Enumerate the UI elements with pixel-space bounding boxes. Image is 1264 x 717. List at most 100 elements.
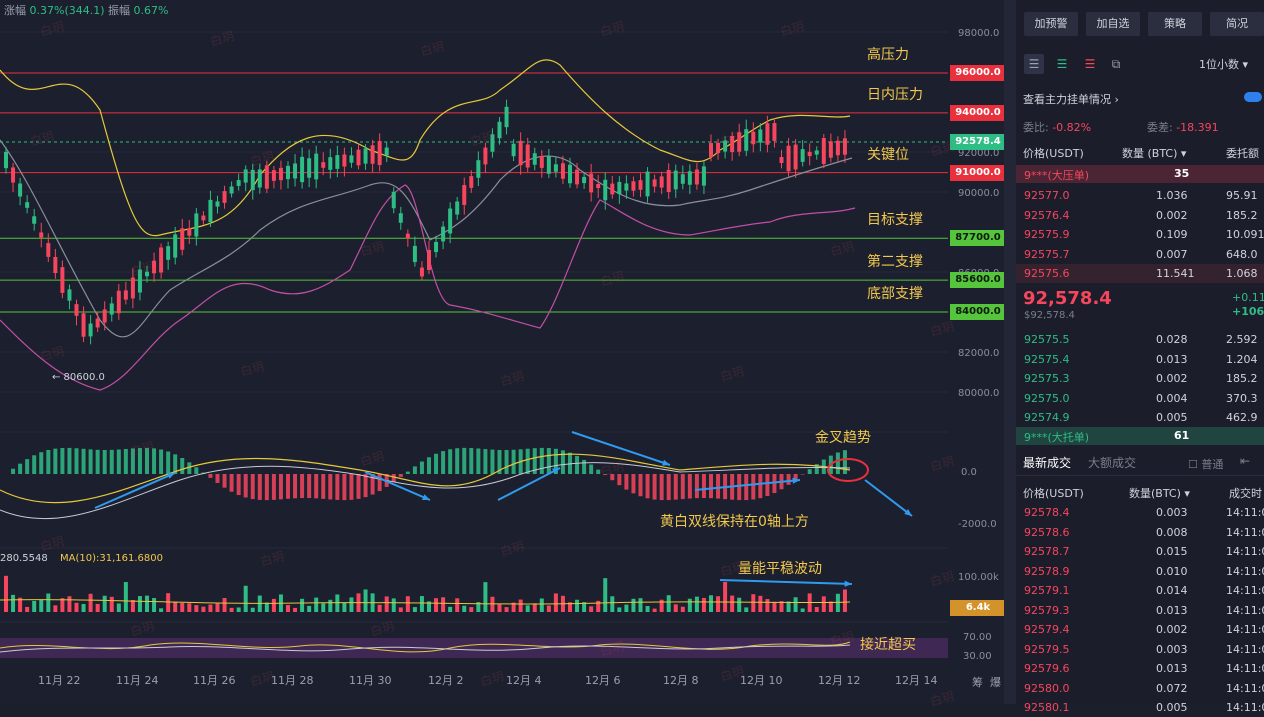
panel-divider[interactable] bbox=[1004, 0, 1016, 704]
macd-bar bbox=[532, 448, 537, 474]
expand-icon[interactable]: ⧉ bbox=[1111, 57, 1121, 71]
trade-row-qty: 0.010 bbox=[1156, 564, 1188, 578]
decimal-select[interactable]: 1位小数 ▾ bbox=[1198, 58, 1248, 71]
macd-bar bbox=[448, 449, 453, 474]
trade-row[interactable]: 92580.1 0.005 14:11:0 bbox=[1016, 698, 1264, 717]
ask-row[interactable]: 92575.7 0.007 648.0 bbox=[1016, 245, 1264, 264]
bid-row-total: 370.3 bbox=[1226, 391, 1258, 405]
volume-bar bbox=[532, 603, 537, 612]
candle-body bbox=[293, 163, 298, 179]
level-price-tag: 96000.0 bbox=[950, 65, 1006, 81]
rsi-band bbox=[0, 638, 948, 658]
ask-row[interactable]: 92575.6 11.541 1.068 bbox=[1016, 264, 1264, 283]
macd-bar bbox=[596, 469, 601, 474]
trade-row[interactable]: 92579.5 0.003 14:11:0 bbox=[1016, 640, 1264, 659]
macd-bar bbox=[159, 449, 164, 474]
header-qty[interactable]: 数量 (BTC) ▾ bbox=[1122, 147, 1187, 160]
candle-body bbox=[194, 213, 199, 237]
bid-row[interactable]: 92575.5 0.028 2.592 bbox=[1016, 330, 1264, 349]
volume-bar bbox=[4, 575, 8, 612]
trade-row[interactable]: 92580.0 0.072 14:11:0 bbox=[1016, 679, 1264, 698]
candle-body bbox=[687, 171, 692, 185]
strategy-button[interactable]: 策略 bbox=[1148, 12, 1202, 36]
volume-bar bbox=[208, 604, 213, 612]
chart-canvas[interactable]: 98000.092000.090000.086000.082000.080000… bbox=[0, 0, 1008, 704]
bids-only-icon[interactable]: ☰ bbox=[1056, 57, 1068, 71]
trades-header-qty[interactable]: 数量(BTC) ▾ bbox=[1129, 487, 1190, 500]
current-price-tag: 92578.4 bbox=[950, 134, 1006, 150]
volume-bar bbox=[617, 607, 622, 612]
trade-row[interactable]: 92579.3 0.013 14:11:0 bbox=[1016, 601, 1264, 620]
volume-bar bbox=[25, 606, 30, 612]
candle-body bbox=[525, 144, 530, 168]
ask-row[interactable]: 92575.9 0.109 10.091 bbox=[1016, 225, 1264, 244]
trade-row[interactable]: 92578.4 0.003 14:11:0 bbox=[1016, 503, 1264, 522]
view-main-orders[interactable]: 查看主力挂单情况 › bbox=[1023, 93, 1119, 106]
chart-area[interactable]: 98000.092000.090000.086000.082000.080000… bbox=[0, 0, 1008, 709]
trade-row[interactable]: 92578.6 0.008 14:11:0 bbox=[1016, 523, 1264, 542]
volume-bar bbox=[250, 607, 255, 612]
trade-row-time: 14:11:0 bbox=[1226, 642, 1264, 656]
candle-body bbox=[81, 313, 86, 337]
top-stats: 涨幅 0.37%(344.1) 振幅 0.67% bbox=[4, 2, 168, 18]
filter-icon[interactable]: ⇤ bbox=[1240, 454, 1251, 468]
macd-bar bbox=[25, 459, 30, 474]
trade-row-time: 14:11:0 bbox=[1226, 525, 1264, 539]
both-sides-icon[interactable]: ☰ bbox=[1024, 54, 1044, 74]
bid-row[interactable]: 92575.4 0.013 1.204 bbox=[1016, 350, 1264, 369]
add-favorite-button[interactable]: 加自选 bbox=[1086, 12, 1140, 36]
tab-large-trades[interactable]: 大额成交 bbox=[1088, 456, 1137, 470]
main-orders-toggle[interactable] bbox=[1244, 92, 1262, 102]
annotation-arrow bbox=[864, 479, 913, 517]
macd-bar bbox=[680, 474, 685, 500]
trade-tabs: 最新成交 大额成交 ☐ 普通 ⇤ bbox=[1016, 448, 1264, 476]
liquidation-label[interactable]: 爆 bbox=[990, 676, 1001, 689]
annot-golden-cross: 金叉趋势 bbox=[815, 430, 871, 446]
candle-body bbox=[434, 241, 439, 253]
macd-bar bbox=[673, 474, 678, 500]
chip-label[interactable]: 筹 bbox=[972, 676, 983, 689]
diff-row: 委差: -18.391 bbox=[1147, 121, 1219, 134]
volume-bar bbox=[130, 600, 135, 612]
candle-body bbox=[469, 176, 474, 188]
candle-body bbox=[659, 176, 664, 188]
volume-prefix: 280.5548 bbox=[0, 553, 48, 564]
candle-body bbox=[532, 153, 537, 165]
trade-row[interactable]: 92579.1 0.014 14:11:0 bbox=[1016, 581, 1264, 600]
volume-bar bbox=[568, 602, 572, 612]
volume-bar bbox=[462, 605, 467, 612]
trade-row-qty: 0.072 bbox=[1156, 681, 1188, 695]
macd-bar bbox=[490, 449, 495, 474]
trade-row[interactable]: 92578.7 0.015 14:11:0 bbox=[1016, 542, 1264, 561]
candle-body bbox=[278, 167, 283, 181]
macd-bar bbox=[737, 474, 742, 501]
overview-button[interactable]: 简况 bbox=[1210, 12, 1264, 36]
date-label: 11月 24 bbox=[116, 674, 159, 687]
asks-only-icon[interactable]: ☰ bbox=[1084, 57, 1096, 71]
bid-row[interactable]: 92575.3 0.002 185.2 bbox=[1016, 369, 1264, 388]
bid-row[interactable]: 92574.9 0.005 462.9 bbox=[1016, 408, 1264, 427]
trade-row-qty: 0.015 bbox=[1156, 545, 1188, 558]
volume-bar bbox=[596, 600, 601, 612]
trade-row[interactable]: 92579.6 0.013 14:11:0 bbox=[1016, 659, 1264, 678]
macd-bar bbox=[560, 450, 565, 474]
diff-label: 委差 bbox=[1147, 121, 1169, 134]
macd-bar bbox=[842, 450, 847, 474]
volume-bar bbox=[152, 598, 157, 612]
add-alert-button[interactable]: 加预警 bbox=[1024, 12, 1078, 36]
volume-bar bbox=[11, 594, 16, 612]
candle-body bbox=[4, 151, 8, 169]
trade-row[interactable]: 92578.9 0.010 14:11:0 bbox=[1016, 562, 1264, 581]
macd-bar bbox=[511, 449, 516, 474]
tab-latest-trades[interactable]: 最新成交 bbox=[1023, 456, 1072, 470]
bid-row[interactable]: 92575.0 0.004 370.3 bbox=[1016, 389, 1264, 408]
ask-row[interactable]: 92576.4 0.002 185.2 bbox=[1016, 206, 1264, 225]
normal-filter[interactable]: ☐ 普通 bbox=[1188, 458, 1224, 471]
trade-row[interactable]: 92579.4 0.002 14:11:0 bbox=[1016, 620, 1264, 639]
volume-bar bbox=[793, 597, 798, 612]
header-total: 委托额 bbox=[1226, 147, 1259, 160]
volume-bar bbox=[701, 597, 706, 612]
candle-body bbox=[814, 150, 819, 155]
volume-bar bbox=[751, 594, 756, 612]
ask-row[interactable]: 92577.0 1.036 95.91 bbox=[1016, 186, 1264, 205]
